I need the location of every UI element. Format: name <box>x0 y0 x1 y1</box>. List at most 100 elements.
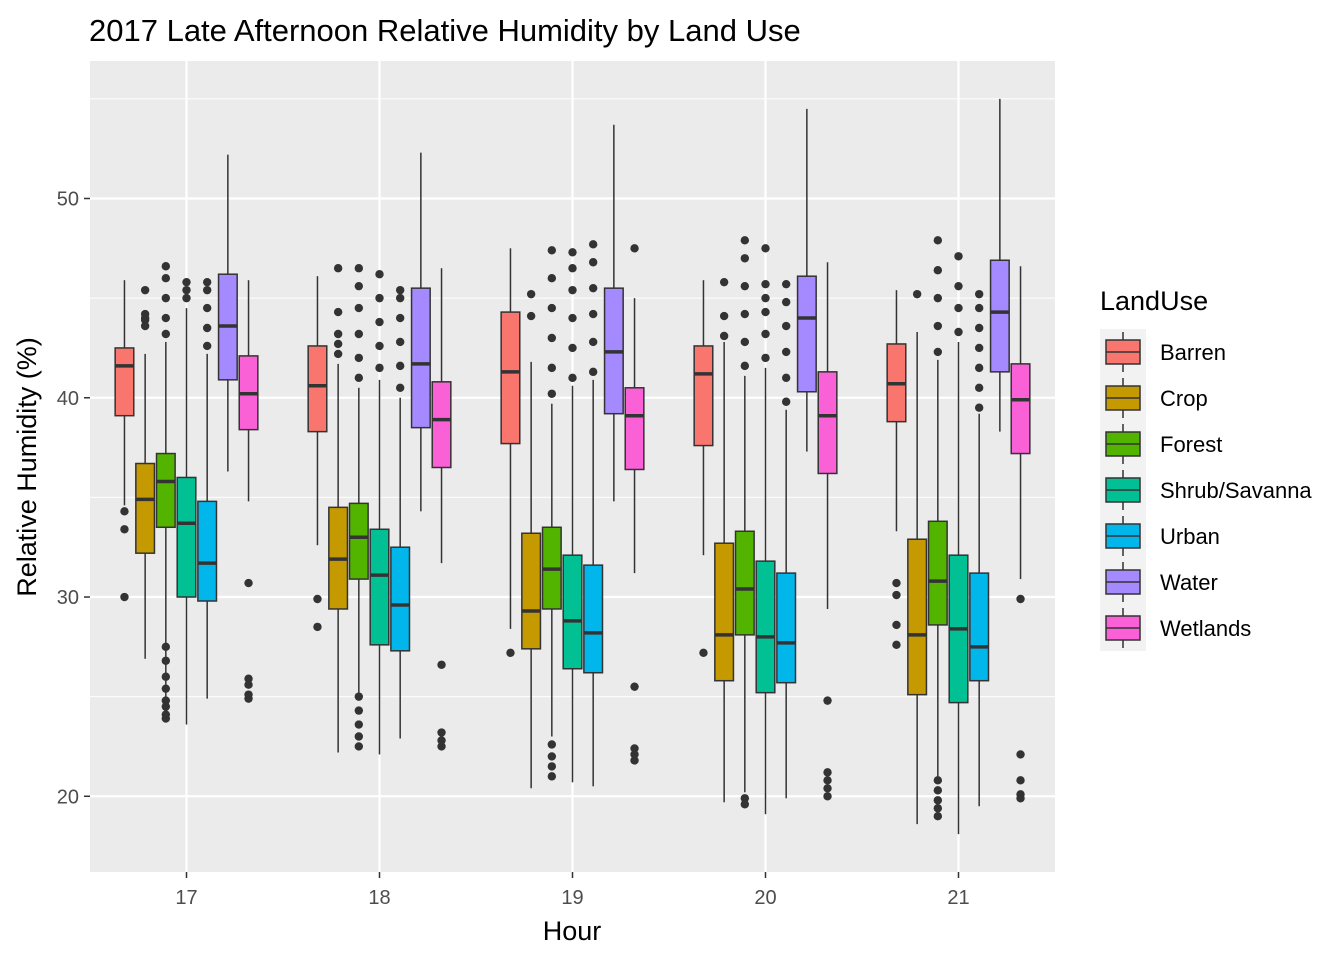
box-water <box>603 124 624 502</box>
x-axis-title: Hour <box>543 916 602 946</box>
outlier-point <box>161 293 171 303</box>
outlier-point <box>313 622 322 632</box>
box-iqr <box>155 452 176 529</box>
outlier-point <box>781 347 791 357</box>
boxes-layer <box>114 98 1031 835</box>
outlier-point <box>354 692 364 701</box>
outlier-point <box>740 309 750 319</box>
outlier-point <box>954 281 963 291</box>
legend-label: Crop <box>1160 386 1208 411</box>
outlier-point <box>933 812 943 821</box>
outlier-point <box>892 620 901 630</box>
box-forest <box>734 236 755 809</box>
box-iqr <box>114 347 135 417</box>
outlier-point <box>140 309 150 319</box>
outlier-point <box>761 293 770 303</box>
box-forest <box>927 236 948 821</box>
outlier-point <box>354 329 364 339</box>
outlier-point <box>761 307 770 317</box>
box-iqr <box>927 520 948 626</box>
outlier-point <box>740 794 750 803</box>
outlier-point <box>354 264 364 273</box>
box-urban <box>583 240 604 787</box>
box-iqr <box>562 554 583 670</box>
outlier-point <box>547 740 557 749</box>
outlier-point <box>740 361 750 371</box>
legend-items: Barren Crop Forest Shrub/Savanna Urban Water W… <box>1105 332 1312 648</box>
box-wetlands <box>1010 266 1031 803</box>
category-group-18 <box>307 152 452 755</box>
outlier-point <box>974 323 984 333</box>
box-iqr <box>796 275 817 393</box>
outlier-point <box>630 682 639 691</box>
outlier-point <box>630 744 639 753</box>
box-water <box>217 154 238 472</box>
box-crop <box>714 277 735 803</box>
outlier-point <box>547 389 557 398</box>
category-group-17 <box>114 154 259 725</box>
outlier-point <box>202 303 212 313</box>
outlier-point <box>375 363 384 373</box>
y-tick-label: 40 <box>57 388 79 410</box>
outlier-point <box>547 303 557 313</box>
box-barren <box>886 290 907 650</box>
box-water <box>796 108 817 452</box>
outlier-point <box>933 293 943 303</box>
outlier-point <box>1016 776 1025 785</box>
legend-item-urban: Urban <box>1105 516 1220 556</box>
box-water <box>410 152 431 512</box>
box-barren <box>500 248 521 658</box>
outlier-point <box>161 696 171 705</box>
outlier-point <box>161 672 171 681</box>
outlier-point <box>588 367 598 377</box>
outlier-point <box>354 353 364 363</box>
outlier-point <box>781 397 791 406</box>
outlier-point <box>161 642 171 652</box>
outlier-point <box>202 341 212 351</box>
outlier-point <box>375 317 384 327</box>
outlier-point <box>933 236 943 245</box>
outlier-point <box>719 331 729 341</box>
outlier-point <box>933 321 943 331</box>
chart-title: 2017 Late Afternoon Relative Humidity by… <box>89 13 801 48</box>
box-water <box>989 98 1010 432</box>
box-shrub-savanna <box>369 270 390 755</box>
outlier-point <box>120 592 129 602</box>
outlier-point <box>161 273 171 283</box>
outlier-point <box>933 347 943 357</box>
outlier-point <box>588 337 598 347</box>
box-iqr <box>176 476 197 598</box>
box-shrub-savanna <box>562 248 583 783</box>
box-iqr <box>410 287 431 429</box>
box-iqr <box>907 538 928 696</box>
box-iqr <box>714 542 735 682</box>
box-barren <box>307 276 328 632</box>
outlier-point <box>354 742 364 751</box>
legend-title: LandUse <box>1100 286 1208 316</box>
box-urban <box>776 279 797 799</box>
outlier-point <box>161 710 171 719</box>
outlier-point <box>333 329 343 339</box>
outlier-point <box>161 262 171 271</box>
outlier-point <box>437 736 446 745</box>
outlier-point <box>933 776 943 785</box>
outlier-point <box>823 784 832 793</box>
outlier-point <box>506 648 515 658</box>
outlier-point <box>912 289 922 299</box>
outlier-point <box>761 329 770 339</box>
outlier-point <box>568 343 577 353</box>
outlier-point <box>333 307 343 317</box>
outlier-point <box>120 507 129 516</box>
outlier-point <box>202 323 212 333</box>
legend-item-forest: Forest <box>1105 424 1222 464</box>
outlier-point <box>761 279 770 289</box>
outlier-point <box>974 363 984 373</box>
outlier-point <box>699 648 708 658</box>
outlier-point <box>933 266 943 275</box>
outlier-point <box>244 674 253 683</box>
box-shrub-savanna <box>755 244 776 815</box>
outlier-point <box>161 702 171 711</box>
outlier-point <box>568 248 577 257</box>
outlier-point <box>244 578 253 588</box>
box-iqr <box>583 564 604 674</box>
